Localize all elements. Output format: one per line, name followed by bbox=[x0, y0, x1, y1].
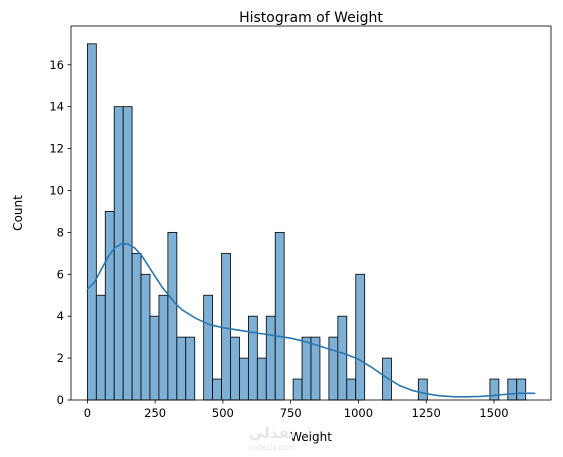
y-axis-label: Count bbox=[11, 195, 25, 231]
histogram-bar bbox=[203, 294, 214, 401]
y-tick-label: 4 bbox=[57, 309, 64, 323]
watermark-latin: nafezly.com bbox=[248, 443, 296, 452]
x-tick-label: 750 bbox=[280, 406, 302, 420]
histogram-bar bbox=[131, 252, 142, 401]
histogram-bar bbox=[247, 315, 258, 401]
histogram-bar bbox=[149, 315, 160, 401]
x-tick-label: 1250 bbox=[412, 406, 441, 420]
histogram-bar bbox=[292, 378, 303, 401]
y-tick-label: 6 bbox=[57, 267, 64, 281]
x-tick-label: 1000 bbox=[344, 406, 373, 420]
plot-frame bbox=[70, 25, 552, 401]
histogram-bar bbox=[104, 211, 115, 401]
histogram-bar bbox=[221, 252, 231, 401]
y-tick-label: 2 bbox=[57, 351, 64, 365]
histogram-bar bbox=[122, 106, 133, 401]
y-tick-label: 8 bbox=[57, 225, 64, 239]
y-axis-ticks: 0 2 4 6 8 10 12 14 16 bbox=[49, 58, 71, 407]
histogram-bar bbox=[230, 336, 240, 401]
chart-title: Histogram of Weight bbox=[239, 10, 383, 26]
histogram-bar bbox=[113, 106, 124, 401]
histogram-bar bbox=[86, 43, 97, 401]
x-axis-ticks: 0 250 500 750 1000 1250 1500 bbox=[84, 400, 509, 420]
y-tick-label: 14 bbox=[49, 100, 64, 114]
histogram-bar bbox=[212, 378, 222, 401]
x-tick-label: 500 bbox=[212, 406, 234, 420]
histogram-bar bbox=[140, 273, 151, 401]
histogram-bar bbox=[516, 378, 527, 401]
y-tick-label: 16 bbox=[49, 58, 64, 72]
histogram-bar bbox=[274, 231, 285, 401]
histogram-bar bbox=[489, 378, 500, 401]
x-tick-label: 0 bbox=[84, 406, 91, 420]
watermark: نفذلي nafezly.com bbox=[248, 424, 296, 452]
histogram-bar bbox=[95, 294, 106, 401]
histogram-bar bbox=[346, 378, 357, 401]
histogram-bar bbox=[239, 357, 249, 401]
histogram-bar bbox=[328, 336, 339, 401]
x-axis-label: Weight bbox=[290, 430, 332, 444]
histogram-bar bbox=[507, 378, 518, 401]
y-tick-label: 12 bbox=[49, 142, 64, 156]
histogram-bar bbox=[185, 336, 196, 401]
histogram-bar bbox=[301, 336, 312, 401]
kde-curve bbox=[86, 243, 536, 398]
watermark-arabic: نفذلي bbox=[249, 424, 295, 442]
y-tick-label: 10 bbox=[49, 183, 64, 197]
histogram-bar bbox=[417, 378, 428, 401]
histogram-bar bbox=[176, 336, 187, 401]
histogram-bar bbox=[256, 357, 267, 401]
y-tick-label: 0 bbox=[57, 393, 64, 407]
histogram-bar bbox=[265, 315, 276, 401]
histogram-bar bbox=[355, 273, 366, 401]
histogram-bar bbox=[167, 231, 178, 401]
x-tick-label: 250 bbox=[144, 406, 166, 420]
histogram-bar bbox=[337, 315, 348, 401]
x-tick-label: 1500 bbox=[479, 406, 508, 420]
kde-layer bbox=[86, 243, 536, 398]
histogram-bar bbox=[158, 294, 169, 401]
